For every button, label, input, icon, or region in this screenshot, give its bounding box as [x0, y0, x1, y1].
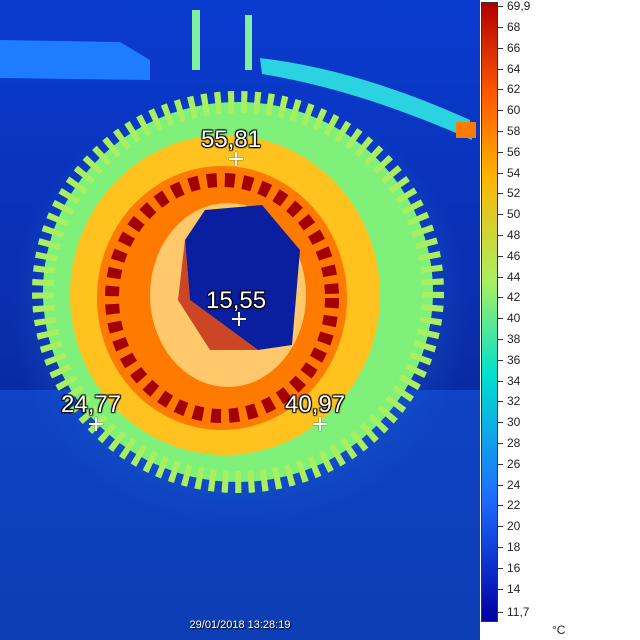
scale-tick — [498, 110, 503, 111]
cable — [260, 58, 472, 140]
scale-tick-label: 24 — [507, 478, 521, 492]
scale-tick — [498, 48, 503, 49]
scale-min-label: 11,7 — [507, 605, 530, 619]
scale-tick-label: 68 — [507, 20, 521, 34]
bore-shadow — [178, 240, 258, 350]
scale-unit: °C — [552, 623, 566, 637]
scale-tick — [498, 443, 503, 444]
scale-tick-label: 32 — [507, 394, 521, 408]
thermal-image: 55,81 15,55 24,77 40,97 29/01/2018 13:28… — [0, 0, 480, 640]
scale-tick-label: 46 — [507, 249, 521, 263]
cable-hot-spot — [456, 122, 476, 138]
measurement-label-1: 55,81 — [201, 126, 262, 153]
scale-tick — [498, 318, 503, 319]
scale-tick-label: 54 — [507, 166, 521, 180]
scale-tick — [498, 485, 503, 486]
scale-tick — [498, 547, 503, 548]
scale-tick-label: 56 — [507, 145, 521, 159]
scale-tick — [498, 235, 503, 236]
measurement-crosshair-1[interactable] — [229, 152, 243, 166]
measurement-label-4: 40,97 — [285, 391, 346, 418]
scale-tick-label: 14 — [507, 582, 521, 596]
scale-tick — [498, 27, 503, 28]
scale-tick-label: 42 — [507, 290, 521, 304]
scale-tick — [498, 131, 503, 132]
scale-tick-label: 52 — [507, 186, 521, 200]
scale-tick — [498, 360, 503, 361]
scale-tick-label: 34 — [507, 374, 521, 388]
scale-tick — [498, 505, 503, 506]
scale-tick-label: 62 — [507, 82, 521, 96]
scale-tick — [498, 401, 503, 402]
scale-tick-label: 58 — [507, 124, 521, 138]
scale-tick-label: 20 — [507, 519, 521, 533]
scale-tick-label: 44 — [507, 270, 521, 284]
scale-tick — [498, 381, 503, 382]
rotor-bore — [185, 205, 300, 350]
scale-tick — [498, 568, 503, 569]
scale-tick — [498, 69, 503, 70]
measurement-crosshair-3[interactable] — [89, 417, 103, 431]
measurement-label-2: 15,55 — [206, 287, 267, 314]
scale-tick-label: 66 — [507, 41, 521, 55]
scale-tick-label: 60 — [507, 103, 521, 117]
scale-tick — [498, 173, 503, 174]
stator-windings — [105, 173, 339, 423]
scale-tick-label: 18 — [507, 540, 521, 554]
scale-tick-label: 40 — [507, 311, 521, 325]
scale-max-tick — [498, 6, 503, 7]
scale-tick-label: 28 — [507, 436, 521, 450]
scale-tick — [498, 464, 503, 465]
left-prong — [192, 10, 200, 70]
scale-tick-label: 36 — [507, 353, 521, 367]
scale-tick-label: 50 — [507, 207, 521, 221]
scale-tick — [498, 422, 503, 423]
scale-tick — [498, 526, 503, 527]
capture-timestamp: 29/01/2018 13:28:19 — [189, 619, 291, 631]
scale-tick — [498, 214, 503, 215]
scale-tick-label: 38 — [507, 332, 521, 346]
scale-tick — [498, 89, 503, 90]
scale-tick — [498, 256, 503, 257]
temperature-scale-bar — [481, 2, 498, 622]
scale-tick-label: 64 — [507, 62, 521, 76]
measurement-crosshair-2[interactable] — [232, 312, 246, 326]
scale-tick-label: 30 — [507, 415, 521, 429]
scale-tick — [498, 277, 503, 278]
scale-tick-label: 26 — [507, 457, 521, 471]
scale-tick-label: 48 — [507, 228, 521, 242]
scale-tick-label: 22 — [507, 498, 521, 512]
right-prong — [245, 15, 252, 70]
measurement-crosshair-4[interactable] — [313, 417, 327, 431]
measurement-label-3: 24,77 — [61, 391, 122, 418]
scale-tick — [498, 589, 503, 590]
scale-tick-label: 16 — [507, 561, 521, 575]
thermal-scene — [0, 0, 480, 640]
scale-min-tick — [498, 612, 503, 613]
scale-tick — [498, 297, 503, 298]
left-bracket — [0, 40, 150, 80]
scale-tick — [498, 193, 503, 194]
scale-max-label: 69,9 — [507, 0, 531, 13]
scale-tick — [498, 339, 503, 340]
scale-tick — [498, 152, 503, 153]
